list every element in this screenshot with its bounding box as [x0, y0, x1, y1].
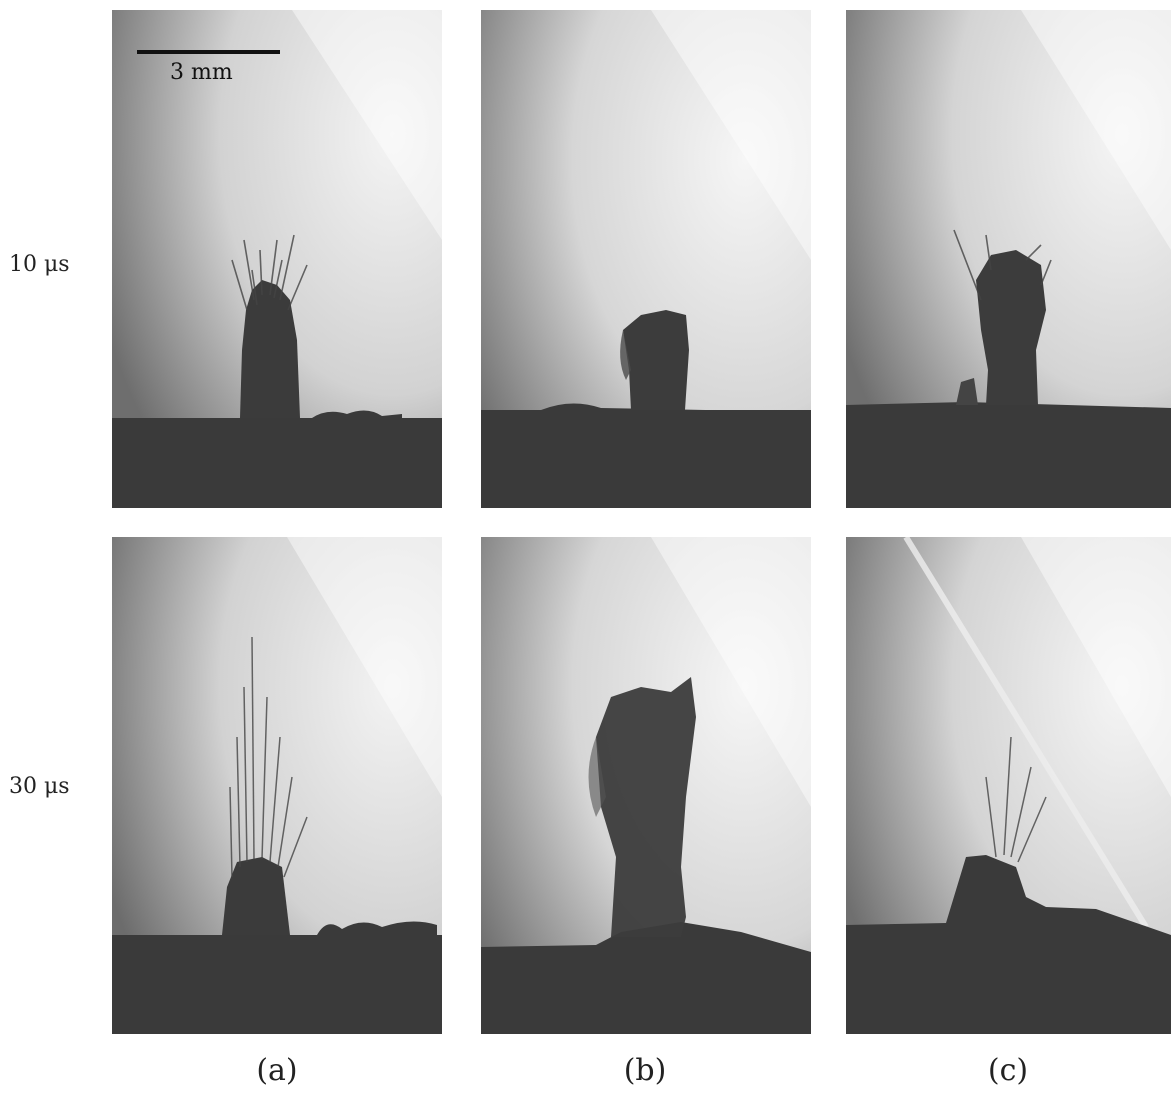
- row-label-10us: 10 μs: [9, 252, 70, 277]
- photo-b-30us: [481, 537, 811, 1034]
- scale-bar-label: 3 mm: [170, 60, 233, 85]
- row-label-30us: 30 μs: [9, 774, 70, 799]
- column-label-a: (a): [256, 1053, 298, 1088]
- photo-c-10us: [846, 10, 1171, 508]
- photo-a-30us: [112, 537, 442, 1034]
- scale-bar: [137, 50, 280, 54]
- column-label-c: (c): [987, 1053, 1029, 1088]
- photo-a-10us: [112, 10, 442, 508]
- column-label-b: (b): [623, 1053, 667, 1088]
- photo-b-10us: [481, 10, 811, 508]
- photo-c-30us: [846, 537, 1171, 1034]
